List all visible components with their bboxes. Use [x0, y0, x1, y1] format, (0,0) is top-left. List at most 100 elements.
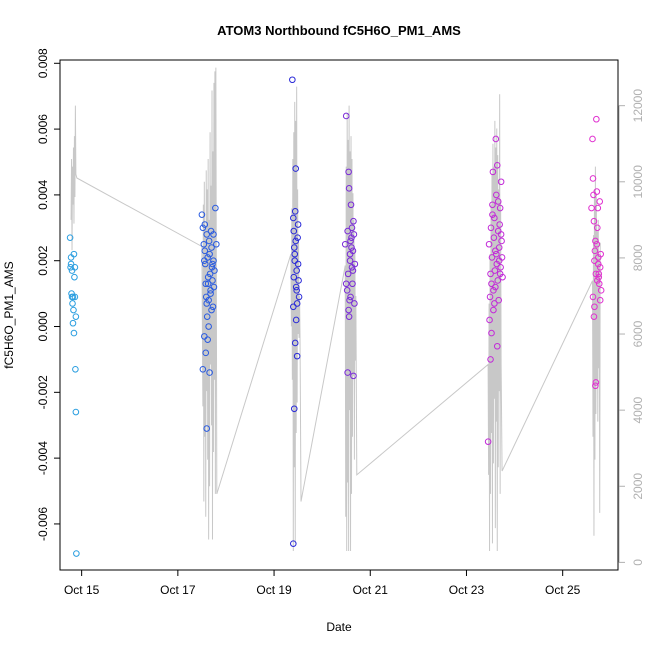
data-point [201, 257, 208, 265]
data-point [486, 293, 494, 301]
data-point [344, 227, 351, 235]
data-point [290, 540, 297, 547]
data-point [69, 293, 77, 301]
y2-tick-label: 8000 [631, 244, 645, 271]
data-point [346, 296, 353, 304]
y-tick-label: 0.000 [36, 311, 50, 341]
data-point [291, 250, 299, 258]
data-point [342, 112, 350, 120]
data-point [71, 293, 79, 301]
data-point [342, 280, 350, 288]
data-point [489, 211, 496, 218]
data-point [494, 277, 502, 284]
data-point [345, 168, 352, 176]
data-point [346, 257, 354, 265]
data-point [345, 313, 353, 320]
data-point [209, 303, 217, 311]
data-point [347, 201, 355, 209]
data-point [289, 76, 296, 84]
data-point [594, 204, 602, 212]
data-point [70, 329, 78, 337]
data-point [291, 257, 299, 265]
data-point [497, 263, 504, 271]
data-point [348, 234, 355, 241]
data-point [591, 257, 598, 265]
data-point [591, 247, 599, 255]
y2-tick-label: 4000 [631, 396, 645, 423]
data-point [293, 287, 300, 294]
data-point [492, 135, 500, 143]
data-point [488, 280, 495, 288]
data-point [290, 273, 298, 281]
data-point [70, 250, 78, 258]
x-axis: Oct 15 Oct 17 Oct 19 Oct 21 Oct 23 Oct 25 [64, 569, 581, 597]
data-point [203, 231, 211, 238]
data-point [498, 237, 505, 245]
data-point [590, 217, 598, 225]
x-tick-label: Oct 19 [256, 583, 292, 597]
y2-tick-label: 2000 [631, 473, 645, 500]
data-point [209, 277, 216, 284]
data-point [210, 257, 217, 265]
data-point [293, 352, 301, 360]
data-point [596, 263, 604, 271]
data-point [490, 287, 497, 294]
data-point [199, 365, 207, 373]
data-point [347, 293, 354, 301]
data-point [491, 300, 498, 307]
data-point [73, 550, 80, 557]
data-point [592, 237, 599, 245]
x-tick-label: Oct 25 [545, 583, 581, 597]
data-point [589, 293, 597, 301]
data-point [70, 306, 77, 314]
data-point [212, 204, 219, 212]
x-tick-label: Oct 15 [64, 583, 100, 597]
data-point [201, 247, 209, 255]
data-point [344, 270, 352, 278]
data-point [72, 365, 79, 373]
data-point [595, 280, 603, 288]
data-point [72, 408, 80, 416]
data-point [491, 267, 499, 274]
data-point [293, 267, 300, 274]
data-point [294, 234, 301, 241]
data-point [597, 287, 605, 294]
data-point [213, 240, 220, 248]
data-point [596, 198, 604, 205]
data-point [71, 263, 79, 271]
data-point [590, 313, 598, 320]
x-tick-label: Oct 17 [160, 583, 196, 597]
data-point [205, 323, 212, 330]
x-axis-label: Date [326, 620, 352, 634]
data-point [486, 316, 493, 324]
y2-tick-label: 10000 [631, 165, 645, 199]
data-point [205, 237, 213, 245]
data-point [349, 280, 356, 288]
data-point [293, 300, 301, 307]
data-point [209, 260, 216, 268]
data-point [211, 267, 218, 274]
y-tick-label: 0.002 [36, 245, 50, 275]
data-point [206, 270, 214, 278]
data-point [67, 260, 75, 268]
data-point [348, 263, 356, 271]
data-point [350, 217, 357, 225]
data-point [291, 339, 299, 347]
data-point [207, 290, 214, 297]
data-point [497, 178, 505, 186]
data-point [495, 257, 503, 265]
data-point [290, 405, 298, 413]
data-point [204, 280, 212, 288]
data-point [489, 168, 497, 176]
data-point [67, 263, 74, 271]
y-axis-label: fC5H6O_PM1_AMS [2, 261, 16, 368]
data-point [201, 221, 209, 228]
data-point [203, 300, 211, 307]
data-point [496, 221, 503, 228]
y-tick-label: -0.006 [36, 507, 50, 541]
data-point [292, 237, 300, 245]
data-point [204, 273, 212, 281]
data-point [204, 336, 211, 343]
y-tick-label: 0.008 [36, 48, 50, 78]
